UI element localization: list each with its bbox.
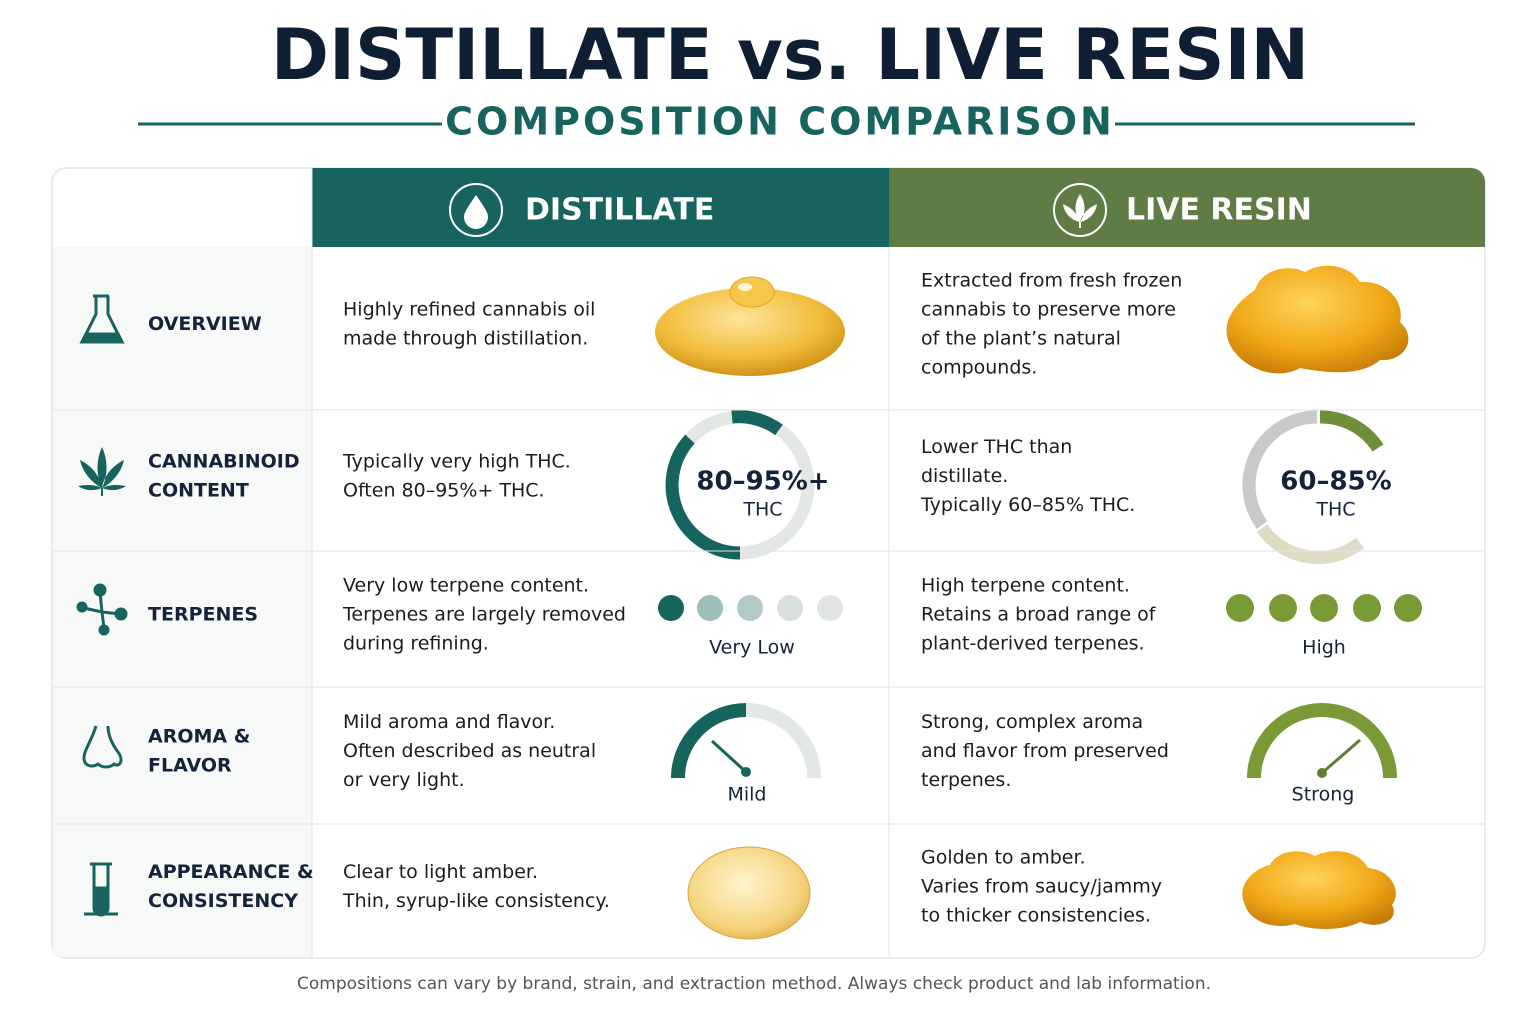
- cell-text: distillate.: [921, 465, 1008, 487]
- cell-text: or very light.: [343, 769, 465, 791]
- terpene-dots-live-resin: [1226, 594, 1422, 622]
- cell-text: High terpene content.: [921, 575, 1130, 597]
- cell-text: Strong, complex aroma: [921, 711, 1143, 733]
- cell-text: Mild aroma and flavor.: [343, 711, 555, 733]
- meter-label: Mild: [727, 784, 766, 806]
- row-label: CONTENT: [148, 480, 249, 502]
- subtitle: COMPOSITION COMPARISON: [445, 100, 1115, 144]
- cell-text: plant-derived terpenes.: [921, 633, 1145, 655]
- molecule-icon: [76, 583, 128, 636]
- column-header: DISTILLATE: [525, 193, 714, 228]
- cell-text: Highly refined cannabis oil: [343, 299, 595, 321]
- distillate-oil: [655, 276, 845, 376]
- meter-label: 80–95%+: [696, 467, 829, 497]
- terpene-dots-distillate: [658, 595, 843, 621]
- live-resin-blob: [1226, 265, 1409, 374]
- cell-text: made through distillation.: [343, 328, 588, 350]
- header-live-resin: [889, 168, 1485, 247]
- cell-text: during refining.: [343, 633, 489, 655]
- live-resin-drop: [1242, 851, 1396, 929]
- leaf-icon: [1063, 194, 1097, 228]
- row-label: CANNABINOID: [148, 451, 300, 473]
- meter-label: THC: [742, 499, 782, 521]
- aroma-gauge-distillate: [671, 703, 821, 779]
- aroma-gauge-live-resin: [1247, 703, 1397, 779]
- title: DISTILLATE vs. LIVE RESIN: [271, 14, 1309, 96]
- cell-text: to thicker consistencies.: [921, 905, 1151, 927]
- row-label: APPEARANCE &: [148, 861, 314, 883]
- meter-label: Strong: [1292, 784, 1355, 806]
- cell-text: terpenes.: [921, 769, 1011, 791]
- leaf-icon: [1053, 183, 1107, 237]
- drop-icon: [449, 183, 503, 237]
- row-label: TERPENES: [148, 604, 258, 626]
- thc-ring-live-resin: [1242, 410, 1384, 564]
- leaf-icon: [78, 447, 126, 496]
- cell-text: Lower THC than: [921, 436, 1072, 458]
- header-distillate: [312, 168, 889, 247]
- cell-text: Typically 60–85% THC.: [920, 494, 1135, 516]
- row-label: AROMA &: [148, 726, 250, 748]
- cell-text: Extracted from fresh frozen: [921, 270, 1182, 292]
- meter-label: Very Low: [709, 637, 795, 659]
- nose-icon: [82, 725, 123, 769]
- cell-text: Very low terpene content.: [343, 575, 589, 597]
- drop-icon: [464, 195, 488, 229]
- flask-icon: [79, 294, 125, 344]
- cell-text: Often 80–95%+ THC.: [343, 480, 545, 502]
- label-column: [53, 247, 312, 957]
- cell-text: Thin, syrup-like consistency.: [342, 890, 610, 912]
- cell-text: and flavor from preserved: [921, 740, 1169, 762]
- distillate-drop: [687, 846, 811, 940]
- row-label: FLAVOR: [148, 755, 232, 777]
- meter-label: THC: [1315, 499, 1355, 521]
- cell-text: of the plant’s natural: [921, 328, 1121, 350]
- column-header: LIVE RESIN: [1126, 193, 1312, 228]
- cell-text: cannabis to preserve more: [921, 299, 1176, 321]
- row-label: OVERVIEW: [148, 313, 262, 335]
- cell-text: Often described as neutral: [343, 740, 596, 762]
- cell-text: Varies from saucy/jammy: [921, 876, 1162, 898]
- cell-text: Clear to light amber.: [343, 861, 538, 883]
- thc-ring-distillate: [665, 410, 815, 560]
- cell-text: Retains a broad range of: [921, 604, 1157, 626]
- meter-label: High: [1302, 637, 1346, 659]
- tube-icon: [84, 862, 118, 917]
- row-label: CONSISTENCY: [148, 890, 298, 912]
- cell-text: Typically very high THC.: [342, 451, 571, 473]
- cell-text: Golden to amber.: [921, 847, 1086, 869]
- cell-text: Terpenes are largely removed: [342, 604, 626, 626]
- meter-label: 60–85%: [1280, 467, 1391, 497]
- cell-text: compounds.: [921, 357, 1037, 379]
- footnote: Compositions can vary by brand, strain, …: [297, 974, 1211, 994]
